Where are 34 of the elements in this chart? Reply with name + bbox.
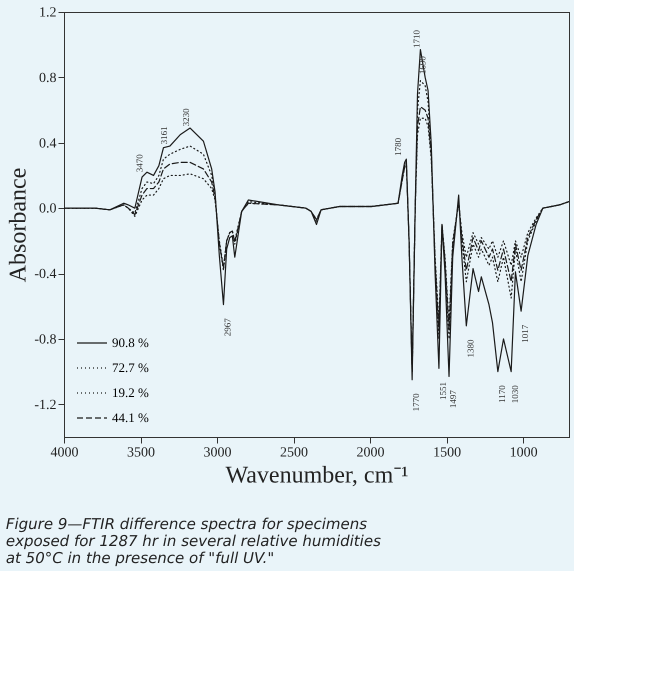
legend-label: 44.1 % xyxy=(112,410,149,425)
x-tick-label: 2000 xyxy=(356,446,385,460)
annotation: 2967 xyxy=(222,318,232,336)
legend-label: 19.2 % xyxy=(112,385,149,400)
x-tick-label: 1500 xyxy=(433,446,462,460)
x-tick-label: 4000 xyxy=(50,446,78,460)
annotation: 1497 xyxy=(448,390,458,408)
caption: Figure 9—FTIR difference spectra for specimens exposed for 1287 hr in several relative humidities at 50°C in the presence of "full UV." xyxy=(6,515,382,567)
annotation: 1710 xyxy=(411,29,422,48)
y-tick-label: -1.2 xyxy=(34,398,56,413)
annotation: 3161 xyxy=(159,126,170,144)
annotation: 1780 xyxy=(393,137,404,156)
x-tick-label: 3500 xyxy=(127,446,156,460)
y-axis-title: Absorbance xyxy=(5,168,32,282)
x-tick-label: 1000 xyxy=(510,446,538,460)
annotation: 1551 xyxy=(438,382,448,400)
y-tick-label: -0.4 xyxy=(34,267,56,282)
annotation: 1030 xyxy=(510,384,520,404)
legend-label: 72.7 % xyxy=(112,360,149,375)
y-tick-label: 1.2 xyxy=(39,6,56,20)
x-tick-label: 2500 xyxy=(280,446,308,460)
legend-label: 90.8 % xyxy=(112,335,149,350)
annotation: 1770 xyxy=(411,392,422,412)
y-tick-label: 0.4 xyxy=(39,136,56,152)
annotation: 1380 xyxy=(465,338,476,358)
x-tick-label: 3000 xyxy=(204,446,232,460)
y-tick-label: 0.8 xyxy=(39,70,56,86)
y-tick-label: 0.0 xyxy=(39,202,56,217)
annotation: 1017 xyxy=(520,324,530,343)
annotation: 1170 xyxy=(496,384,507,403)
annotation: 3230 xyxy=(181,108,192,126)
x-axis-title: Wavenumber, cm⁻¹ xyxy=(226,462,408,488)
annotation: 3470 xyxy=(134,154,145,172)
y-tick-label: -0.8 xyxy=(34,332,56,348)
